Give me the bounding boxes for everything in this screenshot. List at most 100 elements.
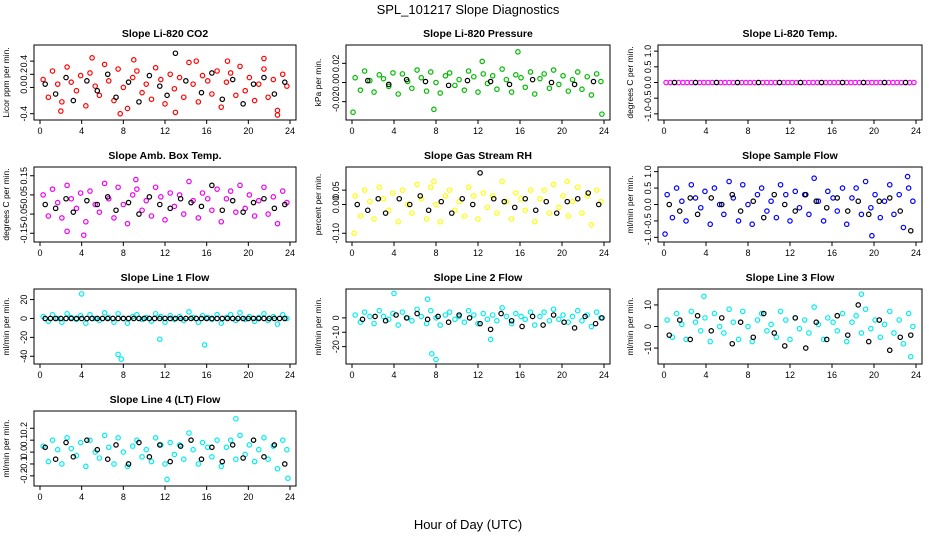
data-point [172, 315, 179, 322]
data-point [683, 218, 689, 224]
data-point [518, 74, 524, 81]
data-point [865, 211, 872, 218]
data-point [820, 218, 827, 224]
x-tick-label: 24 [285, 370, 295, 380]
data-point [134, 186, 140, 192]
y-tick-label: -10 [331, 326, 341, 339]
data-point [240, 315, 246, 322]
data-point [233, 415, 239, 422]
data-point [755, 79, 762, 86]
data-point [519, 323, 525, 330]
data-point [688, 308, 695, 315]
data-point [662, 231, 668, 237]
data-point [382, 317, 389, 324]
data-point [218, 320, 225, 326]
x-tick-label: 20 [869, 248, 879, 258]
x-tick-label: 4 [79, 492, 84, 502]
chart-panel: Slope Gas Stream RH 0 4 8 12 16 20 24 -0.10 0.000… [313, 150, 611, 258]
data-point [546, 210, 553, 216]
data-point [499, 66, 505, 72]
data-point [760, 214, 767, 221]
data-point [233, 456, 239, 463]
chart-title: Slope Line 4 (LT) Flow [110, 394, 221, 406]
data-point [214, 437, 220, 443]
data-point [237, 309, 243, 316]
data-point [484, 204, 491, 211]
data-point [113, 94, 119, 101]
data-point [446, 309, 453, 315]
data-point [390, 70, 396, 76]
y-tick-label: 20 [19, 295, 29, 305]
data-point [271, 205, 278, 212]
x-tick-label: 20 [243, 370, 253, 380]
data-point [494, 86, 500, 93]
data-point [792, 208, 799, 214]
data-point [162, 319, 168, 326]
data-point [156, 336, 163, 343]
y-tick-label: -0.2 [19, 468, 29, 484]
data-point [261, 74, 267, 81]
data-point [129, 74, 136, 81]
data-point [250, 81, 257, 87]
data-point [261, 310, 267, 317]
data-point [270, 76, 277, 83]
data-point [409, 210, 415, 216]
data-point [487, 78, 494, 85]
data-point [802, 345, 809, 351]
data-point [250, 315, 257, 322]
data-point [477, 170, 483, 176]
data-point [499, 178, 505, 185]
chart-title: Slope Gas Stream RH [424, 150, 532, 162]
data-point [442, 72, 449, 79]
x-tick-label: 8 [745, 370, 750, 380]
data-point [183, 78, 189, 84]
data-point [868, 204, 874, 211]
data-point [702, 315, 708, 321]
data-point [105, 78, 112, 84]
data-point [274, 107, 281, 114]
data-point [758, 185, 765, 191]
data-point [83, 320, 89, 326]
data-point [802, 191, 809, 198]
data-point [729, 191, 736, 198]
data-point [261, 454, 267, 460]
data-point [359, 316, 366, 323]
data-point [592, 320, 599, 327]
data-point [758, 310, 765, 317]
data-point [164, 476, 170, 483]
data-point [77, 72, 84, 79]
data-point [773, 334, 780, 341]
data-point [512, 72, 519, 78]
data-point [697, 204, 704, 211]
x-tick-label: 24 [285, 126, 295, 136]
data-point [423, 320, 430, 327]
data-point [735, 336, 742, 343]
data-point [395, 322, 402, 328]
data-point [167, 312, 174, 319]
data-point [713, 79, 720, 86]
plot-frame [345, 166, 611, 243]
data-point [281, 79, 288, 85]
data-point [115, 310, 121, 317]
data-point [270, 194, 277, 200]
y-tick-label: 0.05 [19, 186, 29, 204]
data-point [824, 315, 831, 321]
data-point [172, 50, 179, 57]
data-point [537, 75, 543, 82]
data-point [834, 328, 841, 334]
data-point [737, 208, 744, 214]
chart-panel: Slope Line 2 Flow 0 4 8 12 16 20 24 -20-10 0 ml/mi… [313, 272, 611, 380]
x-tick-label: 20 [243, 126, 253, 136]
data-point [70, 209, 77, 215]
data-point [209, 207, 215, 214]
y-tick-label: -1.0 [643, 106, 653, 122]
data-point [186, 178, 192, 185]
data-point [118, 356, 125, 362]
data-point [843, 221, 850, 228]
data-point [94, 87, 101, 94]
y-tick-label: 0.2 [19, 422, 29, 435]
data-point [380, 75, 387, 82]
data-point [177, 195, 184, 202]
data-point [146, 315, 153, 322]
